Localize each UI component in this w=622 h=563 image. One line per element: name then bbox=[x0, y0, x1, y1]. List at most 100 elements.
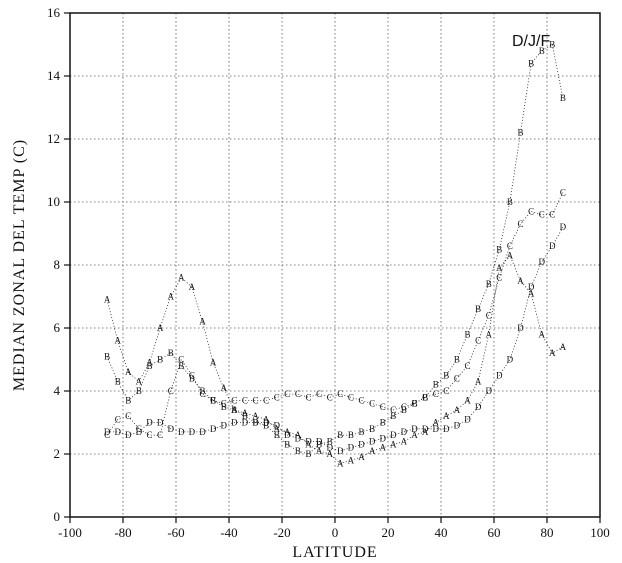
data-point: C bbox=[390, 405, 396, 415]
data-point: D bbox=[305, 436, 312, 446]
data-point: C bbox=[411, 399, 417, 409]
data-point: D bbox=[167, 424, 174, 434]
x-tick-label: -20 bbox=[273, 525, 290, 540]
data-point: B bbox=[475, 304, 481, 314]
data-point: B bbox=[486, 279, 492, 289]
data-point: C bbox=[422, 392, 428, 402]
data-point: A bbox=[125, 367, 132, 377]
data-point: D bbox=[146, 418, 153, 428]
series-line bbox=[106, 43, 564, 455]
data-point: A bbox=[316, 446, 323, 456]
data-point: C bbox=[401, 402, 407, 412]
data-point: A bbox=[210, 358, 217, 368]
data-point: D bbox=[326, 443, 333, 453]
data-point: C bbox=[380, 402, 386, 412]
data-point: D bbox=[422, 424, 429, 434]
data-point: C bbox=[125, 411, 131, 421]
data-point: A bbox=[496, 263, 503, 273]
data-point: C bbox=[454, 373, 460, 383]
data-point: D bbox=[443, 424, 450, 434]
data-point: A bbox=[348, 455, 355, 465]
data-point: A bbox=[178, 273, 185, 283]
data-point: D bbox=[157, 418, 164, 428]
data-point: C bbox=[104, 430, 110, 440]
data-point: C bbox=[316, 389, 322, 399]
data-point: D bbox=[496, 370, 503, 380]
data-point: B bbox=[199, 386, 205, 396]
data-point: D bbox=[507, 355, 514, 365]
data-point: D bbox=[538, 257, 545, 267]
data-point: A bbox=[358, 452, 365, 462]
data-point: D bbox=[125, 430, 132, 440]
data-point: D bbox=[528, 282, 535, 292]
data-point: B bbox=[221, 402, 227, 412]
data-point: C bbox=[528, 207, 534, 217]
data-point: C bbox=[115, 414, 121, 424]
y-tick-label: 2 bbox=[54, 446, 61, 461]
data-point: B bbox=[380, 418, 386, 428]
data-point: A bbox=[284, 427, 291, 437]
data-point: D bbox=[517, 323, 524, 333]
data-point: C bbox=[146, 430, 152, 440]
data-point: C bbox=[199, 389, 205, 399]
x-tick-label: 0 bbox=[332, 525, 339, 540]
data-point: A bbox=[252, 411, 259, 421]
data-point: D bbox=[432, 424, 439, 434]
data-point: A bbox=[549, 348, 556, 358]
data-point: C bbox=[263, 395, 269, 405]
data-point: D bbox=[252, 418, 259, 428]
data-point: D bbox=[348, 443, 355, 453]
data-point: C bbox=[443, 386, 449, 396]
data-point: B bbox=[316, 440, 322, 450]
data-point: D bbox=[475, 402, 482, 412]
data-point: A bbox=[443, 411, 450, 421]
data-point: D bbox=[284, 430, 291, 440]
y-tick-label: 4 bbox=[54, 383, 61, 398]
y-tick-label: 10 bbox=[47, 194, 60, 209]
y-axis-label: MEDIAN ZONAL DEL TEMP (C) bbox=[11, 139, 28, 391]
data-point: A bbox=[538, 329, 545, 339]
data-point: B bbox=[443, 370, 449, 380]
data-point: C bbox=[549, 210, 555, 220]
y-tick-label: 6 bbox=[54, 320, 61, 335]
data-point: C bbox=[327, 392, 333, 402]
data-point: B bbox=[125, 395, 131, 405]
data-point: A bbox=[295, 430, 302, 440]
data-point: B bbox=[104, 351, 110, 361]
data-point: D bbox=[114, 427, 121, 437]
data-point: B bbox=[157, 355, 163, 365]
data-point: B bbox=[284, 440, 290, 450]
data-point: C bbox=[295, 389, 301, 399]
data-point: C bbox=[305, 392, 311, 402]
data-point: B bbox=[517, 128, 523, 138]
data-point: D bbox=[485, 386, 492, 396]
data-point: A bbox=[231, 405, 238, 415]
data-point: D bbox=[401, 427, 408, 437]
data-point: C bbox=[242, 395, 248, 405]
data-point: C bbox=[178, 355, 184, 365]
data-point: B bbox=[189, 373, 195, 383]
data-point: C bbox=[464, 361, 470, 371]
x-tick-label: -40 bbox=[220, 525, 237, 540]
data-point: A bbox=[464, 395, 471, 405]
data-point: D bbox=[411, 424, 418, 434]
data-point: B bbox=[146, 361, 152, 371]
data-point: B bbox=[464, 329, 470, 339]
data-point: C bbox=[539, 210, 545, 220]
data-point: D bbox=[231, 418, 238, 428]
x-tick-label: -60 bbox=[167, 525, 184, 540]
x-tick-label: 40 bbox=[435, 525, 448, 540]
data-point: C bbox=[517, 219, 523, 229]
data-point: C bbox=[274, 392, 280, 402]
data-point: C bbox=[168, 386, 174, 396]
data-point: D bbox=[136, 427, 143, 437]
data-point: D bbox=[464, 414, 471, 424]
data-point: D bbox=[104, 427, 111, 437]
data-point: B bbox=[168, 348, 174, 358]
axes: -100 -80 -60 -40 -20 0 20 40 60 80 100 0 2 4 6 8 10 12 14 1… bbox=[47, 5, 610, 540]
y-tick-label: 12 bbox=[47, 131, 60, 146]
y-tick-label: 16 bbox=[47, 5, 61, 20]
data-point: A bbox=[390, 440, 397, 450]
data-point: B bbox=[231, 405, 237, 415]
